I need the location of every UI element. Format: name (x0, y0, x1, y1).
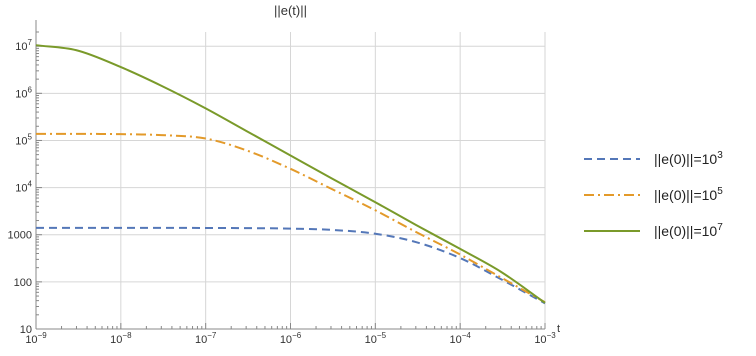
x-tick-label: 10−9 (25, 331, 47, 346)
series-line-2 (36, 132, 546, 304)
x-tick-label: 10−7 (195, 331, 217, 346)
legend-label-1: ||e(0)||=103 (654, 150, 723, 167)
x-tick-label: 10−3 (534, 331, 556, 346)
x-tick-label: 10−4 (449, 331, 471, 346)
y-tick-label: 1000 (8, 230, 32, 242)
legend: ||e(0)||=103 ||e(0)||=105 ||e(0)||=107 (584, 150, 723, 239)
y-tick-label: 105 (15, 132, 32, 147)
x-tick-label: 10−6 (280, 331, 302, 346)
y-tick-label: 106 (15, 85, 32, 100)
chart-title: ||e(t)|| (274, 3, 307, 18)
x-tick-label: 10−5 (365, 331, 387, 346)
series-line-1 (35, 226, 546, 305)
legend-label-2: ||e(0)||=105 (654, 186, 723, 203)
x-tick-label: 10−8 (110, 331, 132, 346)
y-tick-label: 107 (15, 38, 32, 53)
grid (36, 32, 546, 329)
plot-series (35, 44, 546, 305)
y-tick-label: 10 (20, 324, 32, 336)
series-line-3 (35, 44, 546, 304)
axes: 10−9 10−8 10−7 10−6 10−5 10−4 10−3 10 100 1000 104… (8, 20, 556, 346)
legend-label-3: ||e(0)||=107 (654, 222, 723, 239)
y-tick-label: 104 (15, 180, 32, 195)
x-axis-label: t (557, 323, 560, 335)
y-tick-label: 100 (14, 277, 32, 289)
